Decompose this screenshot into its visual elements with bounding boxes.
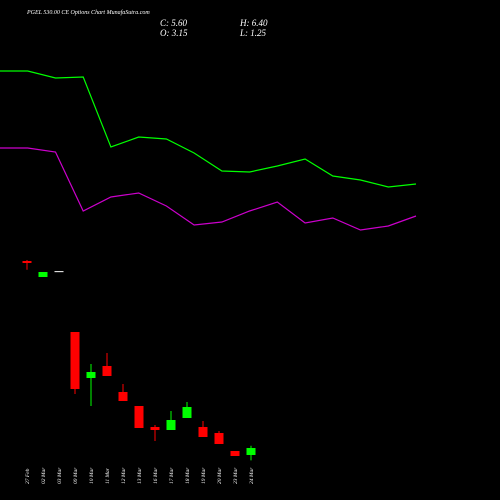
candle-body [198,427,208,437]
close-label: C: 5.60 [160,18,188,28]
x-tick-label: 19 Mar [201,467,207,484]
candle-body [214,433,224,444]
candle-body [22,261,32,263]
candle-body [118,392,128,401]
x-tick-label: 02 Mar [41,467,47,484]
x-tick-label: 23 Mar [233,467,239,484]
x-tick-label: 27 Feb [25,468,31,484]
x-tick-label: 24 Mar [248,467,255,484]
overlay-line [0,147,417,231]
x-tick-label: 11 Mar [105,467,111,484]
candle-body [102,366,112,376]
x-tick-label: 20 Mar [217,467,223,484]
candle-body [182,407,192,418]
candle-body [38,272,48,277]
overlay-line [0,70,417,188]
x-tick-label: 17 Mar [169,467,175,484]
x-tick-label: 09 Mar [73,467,79,484]
candle-body [54,271,64,273]
candle-body [134,406,144,428]
x-tick-label: 18 Mar [185,467,191,484]
candle-body [150,427,160,430]
high-label: H: 6.40 [239,18,268,28]
candle-body [86,372,96,378]
x-tick-label: 03 Mar [57,467,63,484]
candle-body [230,451,240,456]
x-tick-label: 10 Mar [89,467,95,484]
x-tick-label: 12 Mar [121,467,127,484]
open-label: O: 3.15 [160,28,188,38]
candle-body [70,332,80,389]
x-tick-label: 13 Mar [137,467,143,484]
x-tick-label: 16 Mar [153,467,159,484]
chart-title: PGEL 530.00 CE Options Chart MunafaSutra… [26,9,150,16]
candle-body [166,420,176,430]
candle-body [246,448,256,455]
low-label: L: 1.25 [239,28,267,38]
